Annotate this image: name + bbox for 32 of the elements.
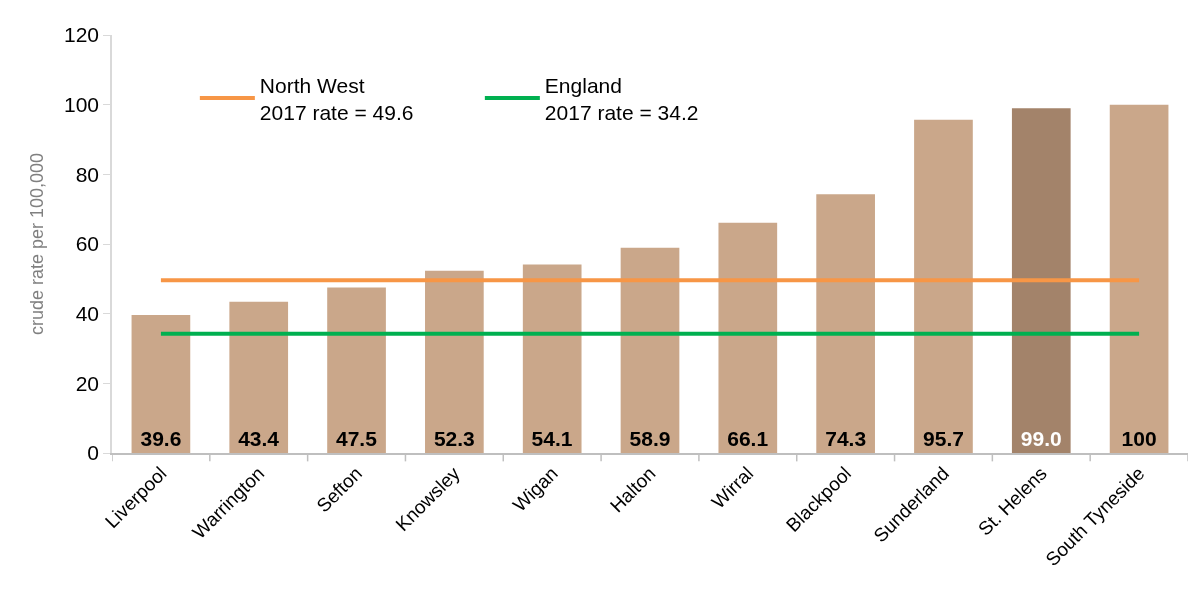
y-tick-label: 60	[75, 232, 100, 256]
bar	[1011, 108, 1071, 453]
data-label: 43.4	[238, 427, 280, 450]
y-tick-label: 120	[64, 23, 100, 47]
data-label: 54.1	[531, 427, 573, 450]
y-tick-label: 80	[75, 162, 100, 186]
y-tick-label: 0	[87, 441, 100, 465]
data-label: 100	[1121, 427, 1157, 450]
data-label: 52.3	[433, 427, 475, 450]
data-label: 95.7	[923, 427, 964, 450]
bar	[620, 247, 680, 453]
bar	[522, 264, 582, 453]
bar	[327, 287, 386, 453]
bar	[229, 301, 289, 453]
y-tick-label: 40	[75, 302, 100, 326]
data-label: 74.3	[825, 427, 867, 450]
legend-label: North West 2017 rate = 49.6	[259, 73, 414, 124]
bar	[718, 222, 778, 453]
data-label: 47.5	[335, 427, 378, 450]
data-label: 39.6	[140, 427, 182, 450]
y-axis-title: crude rate per 100,000	[26, 152, 47, 336]
legend-label: England 2017 rate = 34.2	[544, 73, 699, 124]
bar	[131, 315, 191, 453]
bar	[914, 119, 973, 453]
y-tick-label: 20	[75, 371, 100, 395]
data-label: 66.1	[727, 427, 769, 450]
data-label: 99.0	[1020, 427, 1062, 450]
y-tick-label: 100	[64, 93, 100, 117]
bar	[425, 270, 484, 453]
bar	[1109, 104, 1169, 453]
data-label: 58.9	[629, 427, 671, 450]
bar	[816, 194, 875, 453]
